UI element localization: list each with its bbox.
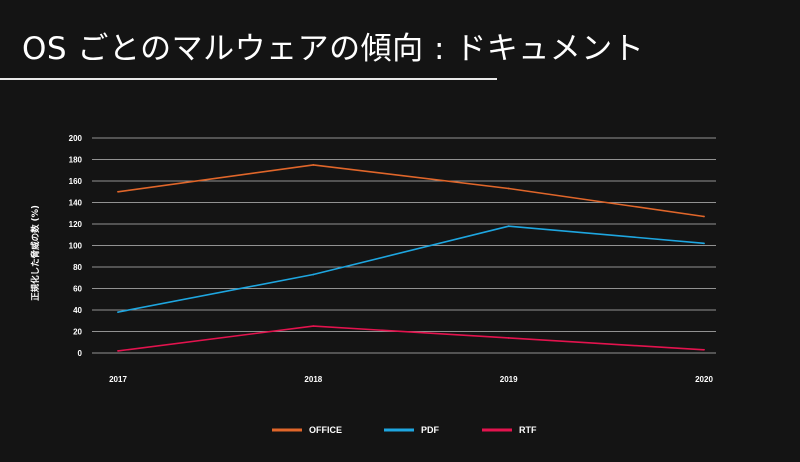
legend-label-pdf: PDF: [421, 425, 440, 435]
x-tick-label: 2019: [500, 375, 518, 384]
y-tick-label: 60: [73, 285, 82, 294]
y-axis-title: 正規化した脅威の数 (%): [30, 205, 41, 301]
x-tick-label: 2018: [304, 375, 322, 384]
y-tick-label: 20: [73, 328, 82, 337]
y-tick-label: 160: [69, 177, 83, 186]
x-axis-tick-labels: 2017 2018 2019 2020: [109, 375, 713, 384]
data-point-rtf: [312, 325, 315, 328]
series-line-pdf: [117, 225, 705, 313]
y-tick-label: 120: [69, 220, 83, 229]
chart-legend: OFFICE PDF RTF: [272, 425, 537, 435]
y-tick-label: 100: [69, 242, 83, 251]
series-line-office: [117, 164, 705, 218]
data-point-pdf: [312, 273, 315, 276]
y-tick-label: 140: [69, 199, 83, 208]
data-point-rtf: [703, 348, 705, 351]
data-point-rtf: [117, 349, 119, 352]
series-line-rtf: [117, 325, 705, 352]
data-point-pdf: [117, 311, 119, 314]
data-point-office: [312, 163, 315, 166]
data-point-office: [507, 187, 510, 190]
data-point-pdf: [703, 242, 705, 245]
y-tick-label: 180: [69, 156, 83, 165]
chart-series-lines: [117, 163, 705, 352]
y-tick-label: 200: [69, 134, 83, 143]
data-point-pdf: [507, 225, 510, 228]
y-axis-tick-labels: 0 20 40 60 80 100 120 140 160 180 200: [69, 134, 83, 358]
y-tick-label: 40: [73, 306, 82, 315]
title-underline: [0, 78, 497, 80]
chart-gridlines: [92, 137, 716, 354]
legend-label-rtf: RTF: [519, 425, 537, 435]
x-tick-label: 2017: [109, 375, 127, 384]
data-point-office: [117, 190, 119, 193]
x-tick-label: 2020: [695, 375, 713, 384]
y-tick-label: 0: [78, 349, 83, 358]
y-tick-label: 80: [73, 263, 82, 272]
legend-label-office: OFFICE: [309, 425, 342, 435]
data-point-rtf: [507, 337, 510, 339]
data-point-office: [703, 215, 705, 218]
slide-title: OS ごとのマルウェアの傾向 : ドキュメント: [22, 31, 645, 67]
